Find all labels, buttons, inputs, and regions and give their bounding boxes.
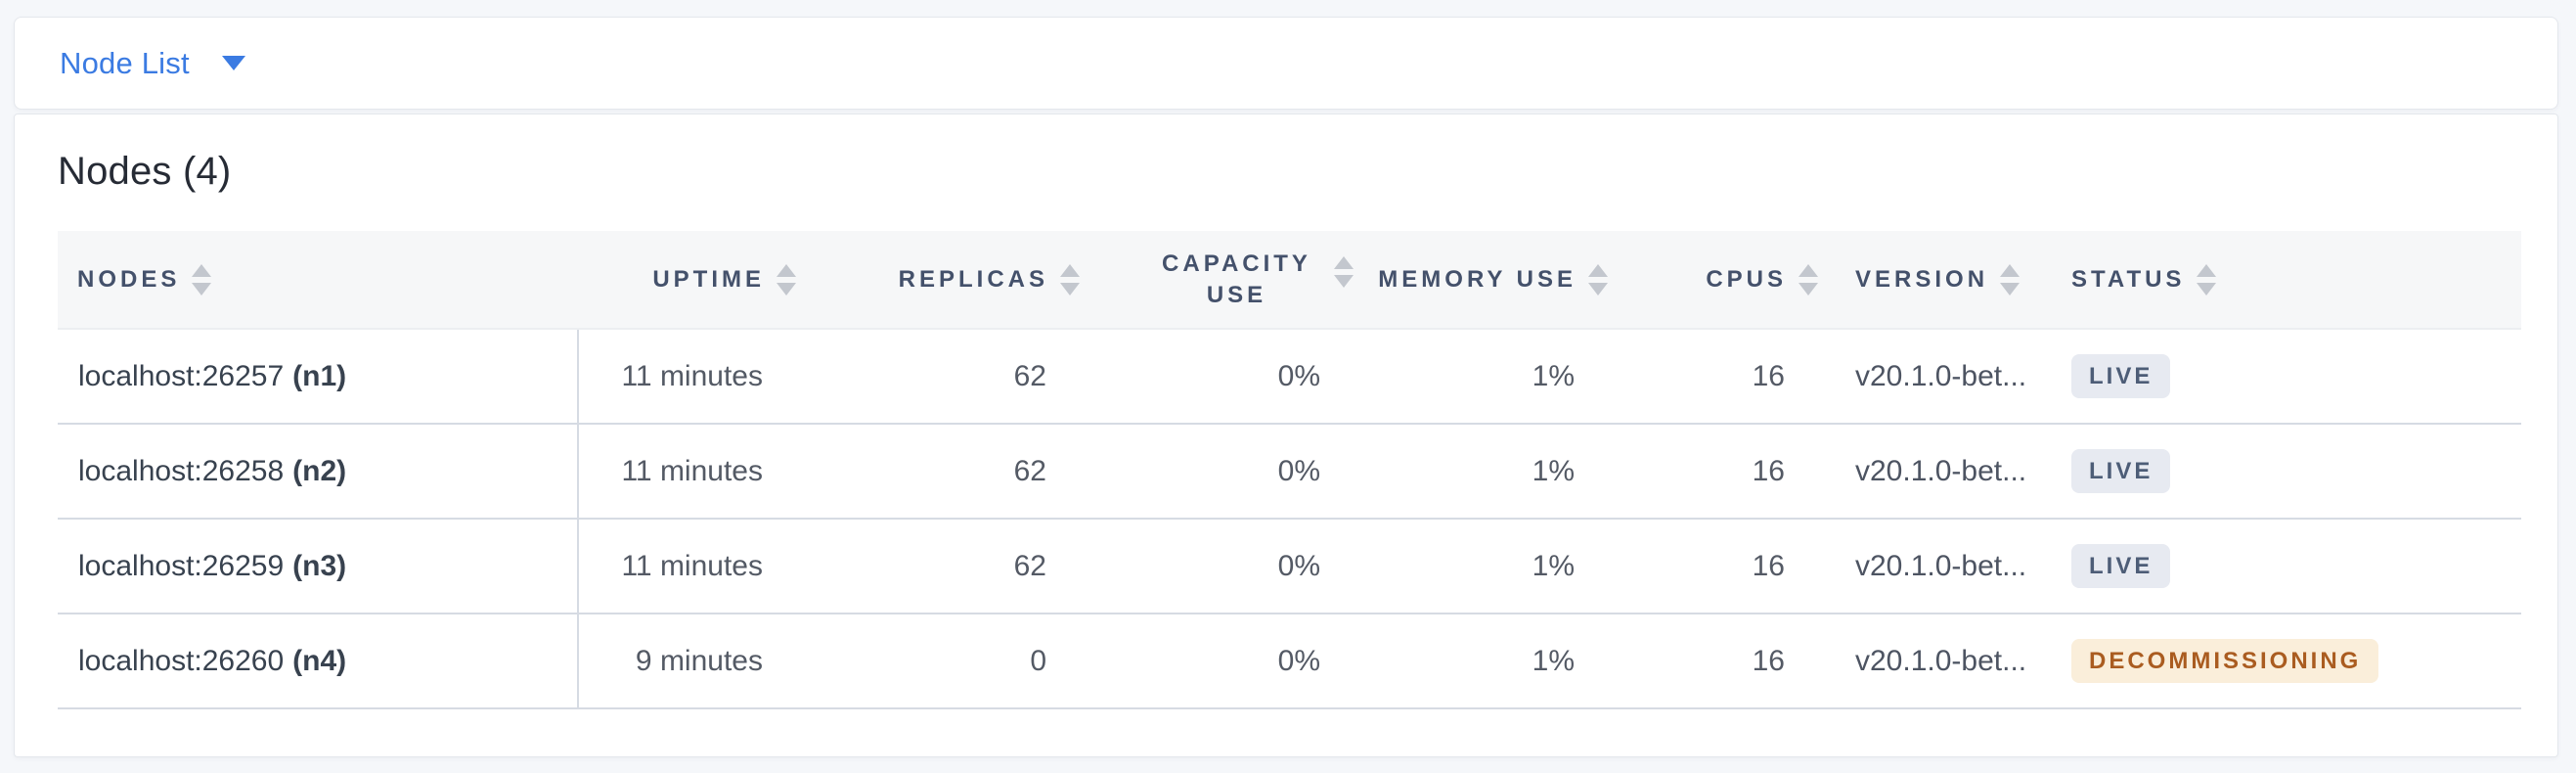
column-header-uptime[interactable]: UPTIME <box>578 231 806 330</box>
sort-icon <box>1588 263 1608 296</box>
cpus-cell: 16 <box>1618 424 1828 520</box>
column-header-nodes[interactable]: NODES <box>58 231 578 330</box>
node-row: localhost:26260 (n4) 9 minutes 0 0% 1% 16… <box>58 614 2521 709</box>
replicas-cell: 62 <box>806 329 1089 425</box>
node-address-cell: localhost:26258 (n2) <box>58 424 579 520</box>
memory-use-cell: 1% <box>1363 519 1618 614</box>
column-header-cpus[interactable]: CPUS <box>1618 231 1828 330</box>
view-selector-dropdown[interactable]: Node List <box>14 17 2558 110</box>
column-header-status[interactable]: STATUS <box>2048 231 2521 330</box>
memory-use-cell: 1% <box>1363 614 1618 709</box>
uptime-cell: 9 minutes <box>578 614 806 709</box>
uptime-cell: 11 minutes <box>578 519 806 614</box>
nodes-table: NODES UPTIME REPLICAS <box>58 231 2521 709</box>
sort-icon <box>192 263 212 296</box>
status-cell: DECOMMISSIONING <box>2048 614 2521 709</box>
column-header-replicas[interactable]: REPLICAS <box>806 231 1089 330</box>
cpus-cell: 16 <box>1618 519 1828 614</box>
sort-icon <box>2197 263 2217 296</box>
status-cell: LIVE <box>2048 519 2521 614</box>
status-cell: LIVE <box>2048 329 2521 425</box>
status-badge: LIVE <box>2071 449 2171 493</box>
sort-icon <box>777 263 796 296</box>
version-cell: v20.1.0-bet... <box>1828 614 2048 709</box>
panel-title: Nodes (4) <box>58 150 232 193</box>
node-row: localhost:26259 (n3) 11 minutes 62 0% 1% … <box>58 519 2521 614</box>
view-selector-label: Node List <box>60 45 190 80</box>
capacity-use-cell: 0% <box>1089 614 1363 709</box>
column-header-memory-use[interactable]: MEMORY USE <box>1363 231 1618 330</box>
table-header-row: NODES UPTIME REPLICAS <box>58 231 2521 330</box>
capacity-use-cell: 0% <box>1089 329 1363 425</box>
version-cell: v20.1.0-bet... <box>1828 519 2048 614</box>
status-badge: DECOMMISSIONING <box>2071 639 2379 683</box>
cpus-cell: 16 <box>1618 329 1828 425</box>
sort-icon <box>1799 263 1818 296</box>
capacity-use-cell: 0% <box>1089 519 1363 614</box>
replicas-cell: 62 <box>806 424 1089 520</box>
node-row: localhost:26257 (n1) 11 minutes 62 0% 1% … <box>58 329 2521 425</box>
node-address-cell: localhost:26259 (n3) <box>58 519 579 614</box>
memory-use-cell: 1% <box>1363 424 1618 520</box>
memory-use-cell: 1% <box>1363 329 1618 425</box>
replicas-cell: 0 <box>806 614 1089 709</box>
replicas-cell: 62 <box>806 519 1089 614</box>
uptime-cell: 11 minutes <box>578 424 806 520</box>
node-row: localhost:26258 (n2) 11 minutes 62 0% 1% … <box>58 424 2521 520</box>
version-cell: v20.1.0-bet... <box>1828 329 2048 425</box>
uptime-cell: 11 minutes <box>578 329 806 425</box>
caret-down-icon <box>221 56 245 70</box>
nodes-panel: Nodes (4) NODES <box>14 114 2558 757</box>
sort-icon <box>1334 255 1354 288</box>
status-badge: LIVE <box>2071 354 2171 398</box>
sort-icon <box>1060 263 1080 296</box>
cpus-cell: 16 <box>1618 614 1828 709</box>
capacity-use-cell: 0% <box>1089 424 1363 520</box>
column-header-version[interactable]: VERSION <box>1828 231 2048 330</box>
version-cell: v20.1.0-bet... <box>1828 424 2048 520</box>
column-header-capacity-use[interactable]: CAPACITY USE <box>1089 231 1363 330</box>
node-address-cell: localhost:26257 (n1) <box>58 329 579 425</box>
sort-icon <box>2000 263 2021 296</box>
status-cell: LIVE <box>2048 424 2521 520</box>
node-address-cell: localhost:26260 (n4) <box>58 614 579 709</box>
status-badge: LIVE <box>2071 544 2171 588</box>
